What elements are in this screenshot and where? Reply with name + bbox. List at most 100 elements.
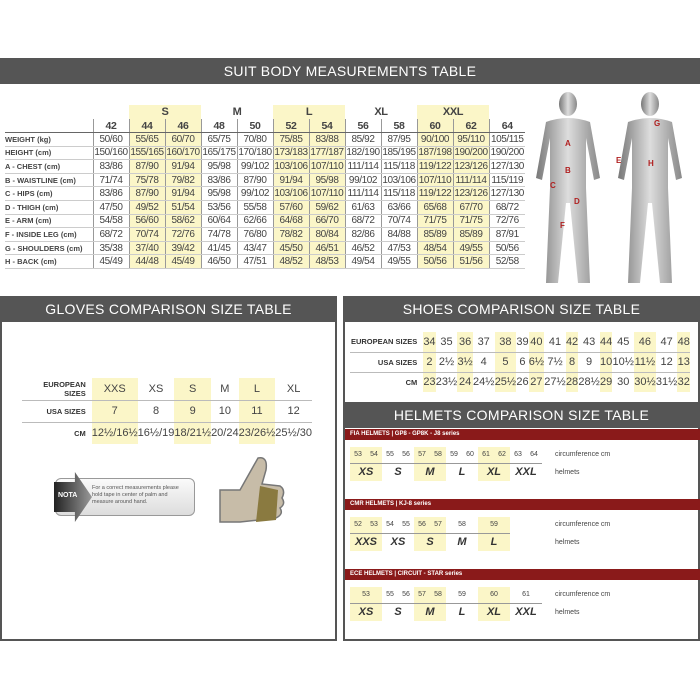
cell-value: 10 (211, 400, 239, 423)
cell-value: 85/89 (416, 227, 453, 242)
cell-value: 47/53 (380, 241, 417, 256)
circumference-row: 53 54 55 56 57 58 59 60 61 62 63 64 (350, 447, 542, 464)
circumference-value: 57 (430, 517, 446, 534)
cell-value: 87/90 (128, 159, 165, 174)
table-row: D - THIGH (cm) 47/50 49/52 51/54 53/56 55/58 5… (5, 200, 525, 215)
cell-value: 127/130 (488, 159, 525, 174)
cell-value: 11 (238, 400, 276, 423)
cell-value: 34 (423, 332, 436, 353)
table-row: CM 12½/16½ 16½/19 18/21½ 20/24 23/26½ 25½/30 (22, 422, 312, 444)
shoes-size-table: EUROPEAN SIZES 34 35 36 37 38 39 40 41 42 43 44 45 46… (350, 332, 690, 392)
helmet-size-table: 53 55 56 57 58 59 60 61 XS S M L XL XXL (350, 587, 542, 621)
gloves-table-header: GLOVES COMPARISON SIZE TABLE (0, 296, 337, 322)
cell-value: 45/50 (272, 241, 309, 256)
helmet-size: XL (478, 603, 510, 621)
empty-cell (5, 105, 93, 119)
cell-value: 76/80 (236, 227, 273, 242)
cell-value: 60/64 (200, 214, 237, 229)
helmet-size: S (394, 466, 402, 479)
cell-value: 11½ (634, 352, 656, 373)
row-label: EUROPEAN SIZES (22, 378, 92, 401)
cell-value: 85/92 (344, 132, 381, 147)
cell-value: S (174, 378, 212, 401)
table-row: A - CHEST (cm) 83/86 87/90 91/94 95/98 99/102… (5, 159, 525, 174)
circumference-row: 53 55 56 57 58 59 60 61 (350, 587, 542, 604)
cell-value: 160/170 (164, 146, 201, 161)
cell-value: 57/60 (272, 200, 309, 215)
helmet-series-bar: FIA HELMETS | GP8 - GP8K - J8 series (345, 429, 700, 440)
thumbs-up-glove-icon (219, 457, 285, 523)
cell-value: 52/58 (488, 254, 525, 270)
figure-letter-f: F (560, 221, 565, 230)
cell-value: 70/74 (128, 227, 165, 242)
size-number: 58 (380, 119, 417, 134)
suit-measurements-table: S M L XL XXL 42 44 46 48 50 52 54 56 58 60 62 64 WEIGHT (… (5, 105, 525, 270)
cell-value: 46/50 (200, 254, 237, 270)
circumference-value: 57 (414, 587, 430, 604)
cell-value: 70/80 (236, 132, 273, 147)
circumference-value: 55 (382, 587, 398, 604)
cell-value: 68/72 (488, 200, 525, 215)
cell-value: 51/56 (452, 254, 489, 270)
cell-value: 47/51 (236, 254, 273, 270)
gloves-panel (0, 296, 337, 641)
cell-value: 87/90 (128, 186, 165, 202)
cell-value: 39 (516, 332, 529, 353)
note-text: For a correct measurements please hold t… (92, 485, 179, 505)
cell-value: XL (275, 378, 312, 401)
cell-value: 36 (457, 332, 473, 353)
size-number: 46 (164, 119, 201, 134)
cell-value: 8 (137, 400, 175, 423)
figure-letter-h: H (648, 159, 654, 168)
cell-value: 123/126 (452, 186, 489, 202)
cell-value: 111/114 (344, 159, 381, 174)
size-number: 54 (308, 119, 345, 134)
note-tag: NOTA (58, 492, 78, 499)
size-number: 52 (272, 119, 309, 134)
cell-value: 44 (599, 332, 613, 353)
cell-value: 51/54 (164, 200, 201, 215)
cell-value: 10½ (612, 352, 635, 373)
helmet-size: M (414, 603, 446, 621)
cell-value: 3½ (457, 352, 473, 373)
cell-value: 187/198 (416, 146, 453, 161)
cell-value: 87/90 (236, 173, 273, 188)
cell-value: 48/52 (272, 254, 309, 270)
cell-value: 24½ (472, 376, 495, 389)
cell-value: 28½ (578, 376, 600, 389)
table-row: B - WAISTLINE (cm) 71/74 75/78 79/82 83/86 87… (5, 173, 525, 188)
cell-value: 20/24 (211, 427, 239, 440)
cell-value: 72/76 (488, 214, 525, 229)
cell-value: 74/78 (200, 227, 237, 242)
row-label: D - THIGH (cm) (5, 200, 93, 215)
cell-value: 7½ (544, 352, 566, 373)
helmet-size: M (457, 536, 467, 549)
helmet-size: XS (390, 536, 406, 549)
circumference-value: 61 (478, 447, 494, 464)
size-group-label: S (129, 105, 201, 119)
row-label: WEIGHT (kg) (5, 132, 93, 147)
cell-value: 91/94 (164, 186, 201, 202)
helmet-size: XS (350, 463, 382, 481)
circumference-value: 55 (398, 517, 414, 534)
cell-value: 87/95 (380, 132, 417, 147)
cell-value: 45/49 (92, 254, 129, 270)
cell-value: 26 (516, 376, 529, 389)
helmets-table-header: HELMETS COMPARISON SIZE TABLE (343, 402, 700, 428)
cell-value: 43/47 (236, 241, 273, 256)
cell-value: 115/118 (380, 186, 417, 202)
cell-value: 27 (528, 372, 545, 392)
cell-value: 12 (655, 352, 678, 373)
suit-table-header: SUIT BODY MEASUREMENTS TABLE (0, 58, 700, 84)
cell-value: 25½ (494, 372, 517, 392)
circumference-value: 58 (446, 517, 478, 534)
cell-value: 13 (677, 352, 690, 373)
cell-value: 103/106 (272, 159, 309, 174)
cell-value: 54/58 (92, 214, 129, 229)
figure-letter-e: E (616, 156, 622, 165)
cell-value: XS (137, 378, 175, 401)
cell-value: 5 (494, 352, 517, 373)
circumference-value: 56 (398, 587, 414, 604)
cell-value: 78/82 (272, 227, 309, 242)
cell-value: 70/74 (380, 214, 417, 229)
